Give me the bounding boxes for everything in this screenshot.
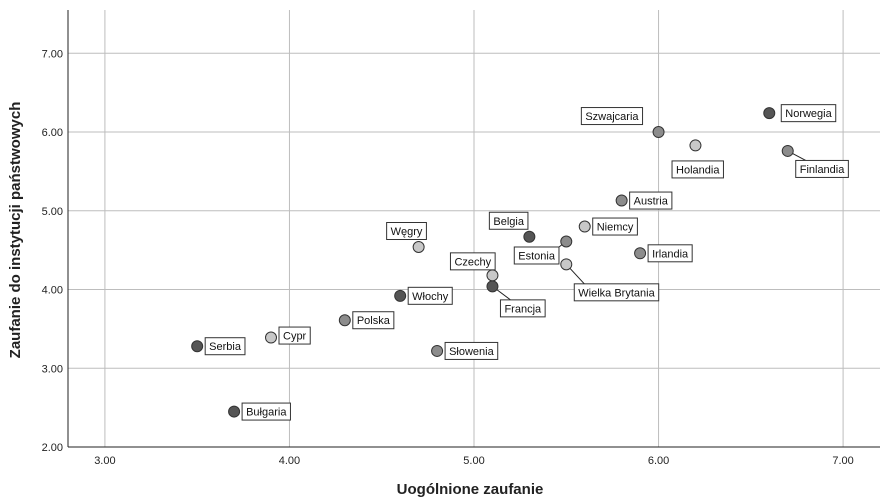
point-label-text: Wielka Brytania (578, 287, 655, 299)
point-label-box (513, 246, 560, 265)
data-point (486, 269, 499, 282)
point-label-box (671, 160, 724, 179)
point-label: Estonia (513, 246, 560, 265)
point-label-box (449, 252, 496, 271)
y-axis-title: Zaufanie do instytucji państwowych (7, 102, 24, 359)
point-label-box (647, 244, 693, 263)
data-points (191, 107, 794, 418)
point-label-box (204, 337, 246, 356)
x-tick-label: 3.00 (94, 455, 115, 467)
point-label-text: Estonia (518, 250, 556, 262)
data-point (634, 247, 647, 260)
grid (68, 10, 880, 448)
point-label-box (580, 107, 644, 126)
data-point (652, 126, 665, 139)
point-label-box (780, 104, 837, 123)
y-tick-label: 7.00 (42, 48, 63, 60)
point-label: Węgry (386, 222, 427, 241)
x-tick-label: 6.00 (648, 455, 669, 467)
point-label: Czechy (449, 252, 496, 271)
point-label-box (488, 211, 529, 230)
point-label: Austria (629, 191, 673, 210)
point-label-text: Holandia (676, 164, 720, 176)
point-label: Irlandia (647, 244, 693, 263)
data-point (781, 144, 794, 157)
point-label-box (629, 191, 673, 210)
point-label-text: Belgia (493, 216, 524, 228)
x-tick-label: 7.00 (832, 455, 853, 467)
point-label: Serbia (204, 337, 246, 356)
y-tick-label: 3.00 (42, 363, 63, 375)
data-point (578, 220, 591, 233)
y-tick-label: 2.00 (42, 442, 63, 454)
data-point (560, 258, 573, 271)
point-label-text: Niemcy (597, 222, 634, 234)
point-label: Wielka Brytania (573, 283, 660, 302)
x-tick-label: 5.00 (463, 455, 484, 467)
point-label: Finlandia (795, 159, 849, 178)
point-label: Norwegia (780, 104, 837, 123)
point-label-text: Szwajcaria (585, 111, 639, 123)
point-label: Polska (352, 311, 395, 330)
point-label-box (573, 283, 660, 302)
y-tick-label: 6.00 (42, 127, 63, 139)
point-label-text: Serbia (209, 341, 242, 353)
tick-labels: 3.00 4.00 5.00 6.00 7.00 2.00 3.00 4.00 5.00 6.00… (42, 48, 854, 467)
x-axis-title: Uogólnione zaufanie (397, 481, 544, 498)
data-point (486, 280, 499, 293)
point-label-box (795, 159, 849, 178)
point-label-box (352, 311, 395, 330)
point-label-text: Austria (634, 196, 669, 208)
point-label: Cypr (278, 326, 311, 345)
data-point (615, 194, 628, 207)
point-label-box (592, 217, 638, 236)
point-label-text: Norwegia (785, 108, 832, 120)
data-point (191, 340, 204, 353)
point-label-box (386, 222, 427, 241)
point-label-text: Irlandia (652, 248, 689, 260)
data-point (560, 235, 573, 248)
point-label: Francja (499, 299, 546, 318)
data-point (763, 107, 776, 120)
point-labels: Norwegia Szwajcaria Holandia Finlandia Austr… (204, 104, 849, 421)
point-label-box (278, 326, 311, 345)
point-label-text: Włochy (412, 291, 449, 303)
point-label: Holandia (671, 160, 724, 179)
point-label-box (444, 341, 499, 360)
point-label: Belgia (488, 211, 529, 230)
point-label-text: Czechy (454, 256, 491, 268)
point-label-box (241, 402, 291, 421)
x-tick-label: 4.00 (279, 455, 300, 467)
point-label: Bułgaria (241, 402, 291, 421)
point-label: Szwajcaria (580, 107, 644, 126)
leader-lines (492, 150, 806, 301)
data-point (394, 289, 407, 302)
data-point (431, 344, 444, 357)
y-tick-label: 5.00 (42, 206, 63, 218)
point-label-text: Bułgaria (246, 407, 287, 419)
point-label-text: Finlandia (800, 164, 846, 176)
axes (67, 10, 880, 448)
data-point (228, 405, 241, 418)
point-label: Włochy (407, 286, 453, 305)
data-point (265, 331, 277, 344)
point-label-text: Polska (357, 315, 391, 327)
data-point (523, 230, 536, 243)
point-label-box (407, 286, 453, 305)
data-point (338, 314, 351, 327)
data-point (689, 139, 702, 152)
point-label: Niemcy (592, 217, 638, 236)
y-tick-label: 4.00 (42, 285, 63, 297)
point-label-box (499, 299, 546, 318)
point-label-text: Francja (504, 303, 542, 315)
point-label-text: Węgry (391, 226, 423, 238)
data-point (412, 241, 425, 254)
point-label-text: Cypr (283, 331, 307, 343)
point-label-text: Słowenia (449, 346, 495, 358)
point-label: Słowenia (444, 341, 499, 360)
